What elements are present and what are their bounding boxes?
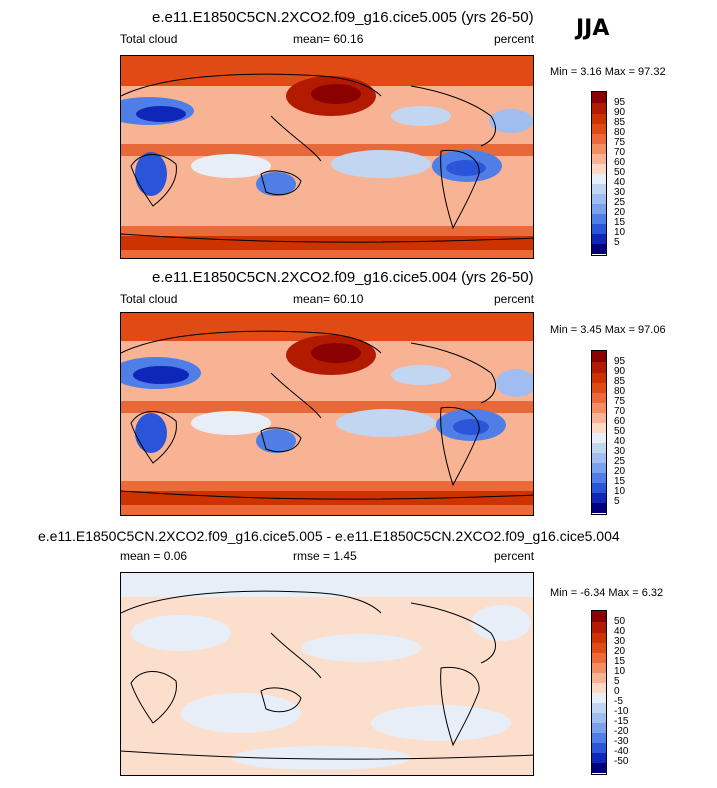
panel1-tick: 50 (614, 167, 626, 178)
panel3-tick: -50 (614, 756, 629, 767)
panel2-tick: 85 (614, 376, 626, 387)
panel1-tick: 70 (614, 147, 626, 158)
panel3-title: e.e11.E1850C5CN.2XCO2.f09_g16.cice5.005 … (38, 528, 620, 544)
panel2-tick: 60 (614, 416, 626, 427)
panel3-tick: -15 (614, 716, 629, 727)
panel3-tick: -10 (614, 706, 629, 717)
panel3-tick: 30 (614, 636, 626, 647)
panel1-tick: 95 (614, 97, 626, 108)
panel3-map-svg (121, 573, 533, 775)
panel2-map (120, 312, 534, 516)
panel1-tick: 60 (614, 157, 626, 168)
panel3-mean-label: mean = 0.06 (120, 549, 188, 563)
panel2-tick: 25 (614, 456, 626, 467)
panel3-units-label: percent (494, 549, 535, 563)
panel1-tick: 30 (614, 187, 626, 198)
panel2-tick: 50 (614, 426, 626, 437)
panel3-map (120, 572, 534, 776)
panel3-tick: -5 (614, 696, 623, 707)
panel2-colorbar (591, 350, 607, 515)
panel2-tick: 90 (614, 366, 626, 377)
panel1-tick: 5 (614, 237, 620, 248)
panel2-tick: 5 (614, 496, 620, 507)
panel3-tick: 5 (614, 676, 620, 687)
panel1-tick: 20 (614, 207, 626, 218)
panel3-tick: 40 (614, 626, 626, 637)
panel2-tick: 15 (614, 476, 626, 487)
panel1-tick: 75 (614, 137, 626, 148)
panel2-tick: 10 (614, 486, 626, 497)
season-label: JJA (576, 16, 610, 41)
panel1-left-label: Total cloud (120, 32, 178, 46)
panel3-tick: -40 (614, 746, 629, 757)
panel2-tick: 20 (614, 466, 626, 477)
panel1-tick: 90 (614, 107, 626, 118)
panel1-tick: 80 (614, 127, 626, 138)
panel1-tick: 40 (614, 177, 626, 188)
panel3-minmax: Min = -6.34 Max = 6.32 (550, 587, 664, 599)
panel3-tick: 20 (614, 646, 626, 657)
panel2-tick: 75 (614, 396, 626, 407)
panel1-tick: 85 (614, 117, 626, 128)
panel3-tick: 50 (614, 616, 626, 627)
panel2-units-label: percent (494, 292, 535, 306)
panel1-mean-label: mean= 60.16 (293, 32, 364, 46)
panel1-minmax: Min = 3.16 Max = 97.32 (550, 66, 666, 78)
panel1-tick: 15 (614, 217, 626, 228)
panel3-tick: -30 (614, 736, 629, 747)
panel2-minmax: Min = 3.45 Max = 97.06 (550, 324, 666, 336)
panel1-map-svg (121, 56, 533, 258)
panel3-rmse-label: rmse = 1.45 (293, 549, 357, 563)
panel2-map-svg (121, 313, 533, 515)
panel2-tick: 40 (614, 436, 626, 447)
panel2-tick: 80 (614, 386, 626, 397)
panel3-tick: 0 (614, 686, 620, 697)
panel2-tick: 95 (614, 356, 626, 367)
panel3-tick: 10 (614, 666, 626, 677)
panel1-tick: 10 (614, 227, 626, 238)
panel1-tick: 25 (614, 197, 626, 208)
panel2-tick: 70 (614, 406, 626, 417)
panel2-title: e.e11.E1850C5CN.2XCO2.f09_g16.cice5.004 … (152, 269, 534, 286)
panel2-left-label: Total cloud (120, 292, 178, 306)
panel2-tick: 30 (614, 446, 626, 457)
panel1-units-label: percent (494, 32, 535, 46)
panel1-map (120, 55, 534, 259)
panel3-tick: -20 (614, 726, 629, 737)
panel3-tick: 15 (614, 656, 626, 667)
panel1-colorbar (591, 91, 607, 256)
panel3-colorbar (591, 610, 607, 775)
panel1-title: e.e11.E1850C5CN.2XCO2.f09_g16.cice5.005 … (152, 9, 534, 26)
panel2-mean-label: mean= 60.10 (293, 292, 364, 306)
